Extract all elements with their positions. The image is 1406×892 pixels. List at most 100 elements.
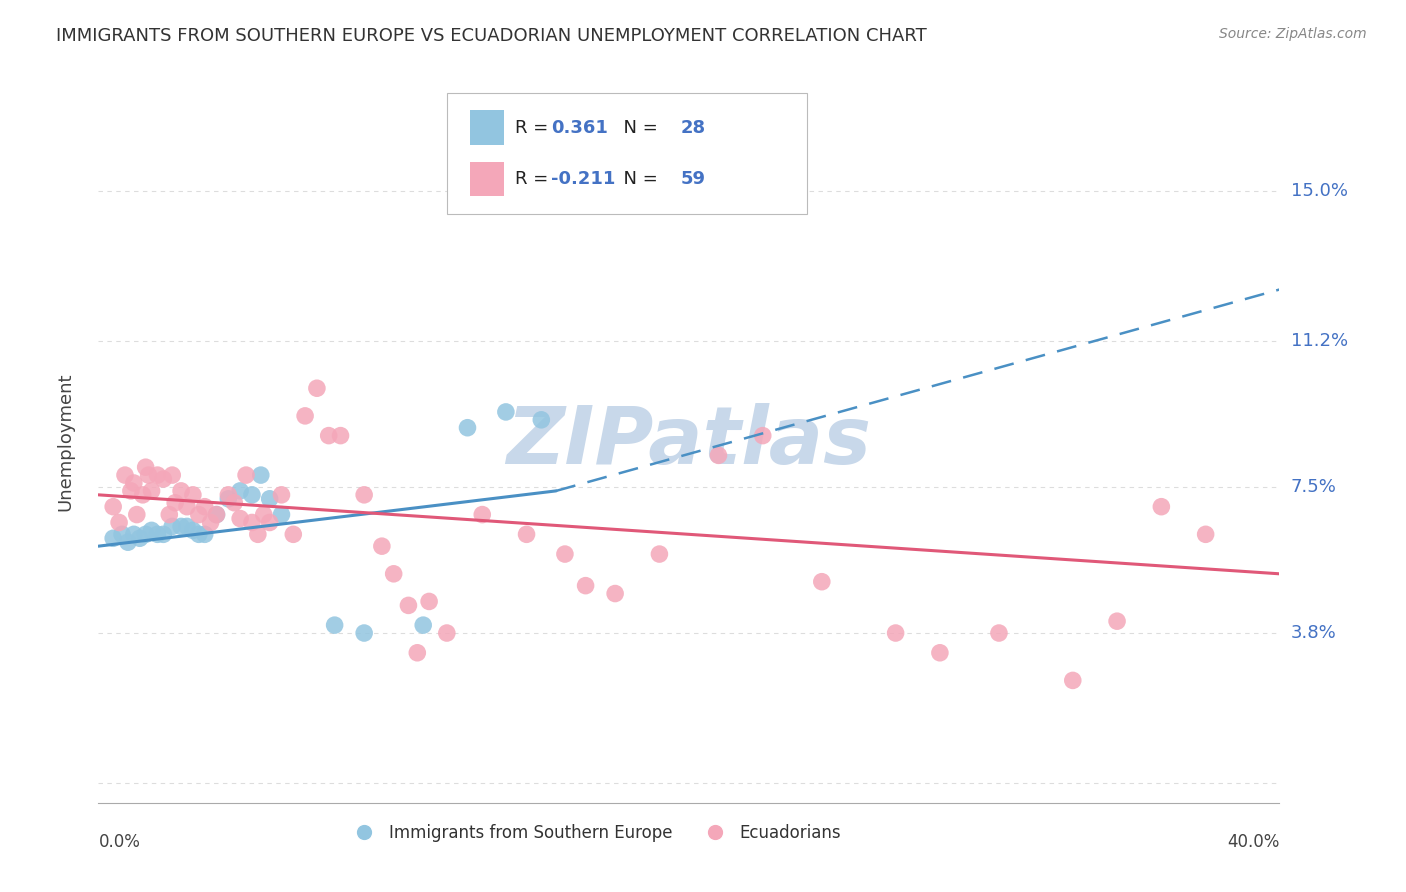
FancyBboxPatch shape — [471, 161, 503, 196]
Point — [217, 488, 239, 502]
Point — [135, 527, 157, 541]
Point — [240, 516, 263, 530]
Point — [353, 488, 375, 502]
Point — [103, 531, 125, 545]
Legend: Immigrants from Southern Europe, Ecuadorians: Immigrants from Southern Europe, Ecuador… — [342, 817, 848, 848]
Text: 0.361: 0.361 — [551, 119, 607, 136]
Point — [194, 527, 217, 541]
Point — [240, 488, 263, 502]
Point — [382, 566, 405, 581]
Text: N =: N = — [612, 119, 664, 136]
Text: 7.5%: 7.5% — [1291, 478, 1337, 496]
Point — [224, 496, 246, 510]
Point — [176, 519, 198, 533]
Point — [128, 531, 150, 545]
Point — [270, 488, 292, 502]
Point — [152, 527, 174, 541]
Point — [318, 428, 340, 442]
Point — [406, 646, 429, 660]
Point — [194, 500, 217, 514]
Point — [353, 626, 375, 640]
Y-axis label: Unemployment: Unemployment — [56, 372, 75, 511]
Point — [187, 527, 209, 541]
Point — [530, 413, 553, 427]
Point — [371, 539, 394, 553]
Point — [1062, 673, 1084, 688]
FancyBboxPatch shape — [471, 111, 503, 145]
Point — [138, 468, 160, 483]
Point — [181, 488, 204, 502]
Text: IMMIGRANTS FROM SOUTHERN EUROPE VS ECUADORIAN UNEMPLOYMENT CORRELATION CHART: IMMIGRANTS FROM SOUTHERN EUROPE VS ECUAD… — [56, 27, 927, 45]
Point — [1107, 614, 1129, 628]
Point — [554, 547, 576, 561]
Point — [752, 428, 775, 442]
Point — [929, 646, 952, 660]
Point — [329, 428, 352, 442]
Point — [141, 483, 163, 498]
Point — [120, 483, 142, 498]
Point — [108, 516, 131, 530]
Text: Source: ZipAtlas.com: Source: ZipAtlas.com — [1219, 27, 1367, 41]
Text: 40.0%: 40.0% — [1227, 833, 1279, 851]
Point — [205, 508, 228, 522]
Text: -0.211: -0.211 — [551, 169, 616, 188]
Point — [135, 460, 157, 475]
Point — [181, 524, 204, 538]
Point — [103, 500, 125, 514]
Point — [122, 527, 145, 541]
Point — [457, 421, 479, 435]
Point — [229, 483, 252, 498]
Point — [398, 599, 420, 613]
Point — [707, 448, 730, 462]
Point — [436, 626, 458, 640]
Point — [1150, 500, 1173, 514]
Text: N =: N = — [612, 169, 664, 188]
Point — [495, 405, 517, 419]
Text: 11.2%: 11.2% — [1291, 332, 1348, 350]
Point — [605, 586, 627, 600]
Point — [141, 524, 163, 538]
Point — [294, 409, 316, 423]
Text: R =: R = — [516, 169, 554, 188]
Point — [412, 618, 434, 632]
Point — [810, 574, 832, 589]
Text: 59: 59 — [681, 169, 706, 188]
Point — [305, 381, 328, 395]
Point — [283, 527, 305, 541]
Point — [162, 519, 183, 533]
Point — [117, 535, 139, 549]
Point — [648, 547, 671, 561]
Text: 28: 28 — [681, 119, 706, 136]
Point — [146, 527, 169, 541]
Point — [152, 472, 174, 486]
Point — [157, 508, 180, 522]
Point — [176, 500, 198, 514]
Text: 15.0%: 15.0% — [1291, 182, 1347, 200]
Point — [229, 511, 252, 525]
Point — [259, 491, 281, 506]
Point — [250, 468, 273, 483]
Point — [253, 508, 276, 522]
Text: R =: R = — [516, 119, 554, 136]
Point — [200, 516, 222, 530]
Point — [111, 527, 134, 541]
Point — [132, 488, 155, 502]
Point — [114, 468, 136, 483]
Point — [170, 483, 193, 498]
Point — [162, 468, 183, 483]
Text: 0.0%: 0.0% — [98, 833, 141, 851]
Point — [471, 508, 494, 522]
Point — [235, 468, 257, 483]
Point — [170, 519, 193, 533]
Point — [187, 508, 209, 522]
Point — [270, 508, 292, 522]
Point — [988, 626, 1011, 640]
Text: 3.8%: 3.8% — [1291, 624, 1336, 642]
Point — [122, 475, 145, 490]
Text: ZIPatlas: ZIPatlas — [506, 402, 872, 481]
Point — [146, 468, 169, 483]
Point — [165, 496, 187, 510]
Point — [259, 516, 281, 530]
Point — [205, 508, 228, 522]
Point — [884, 626, 907, 640]
